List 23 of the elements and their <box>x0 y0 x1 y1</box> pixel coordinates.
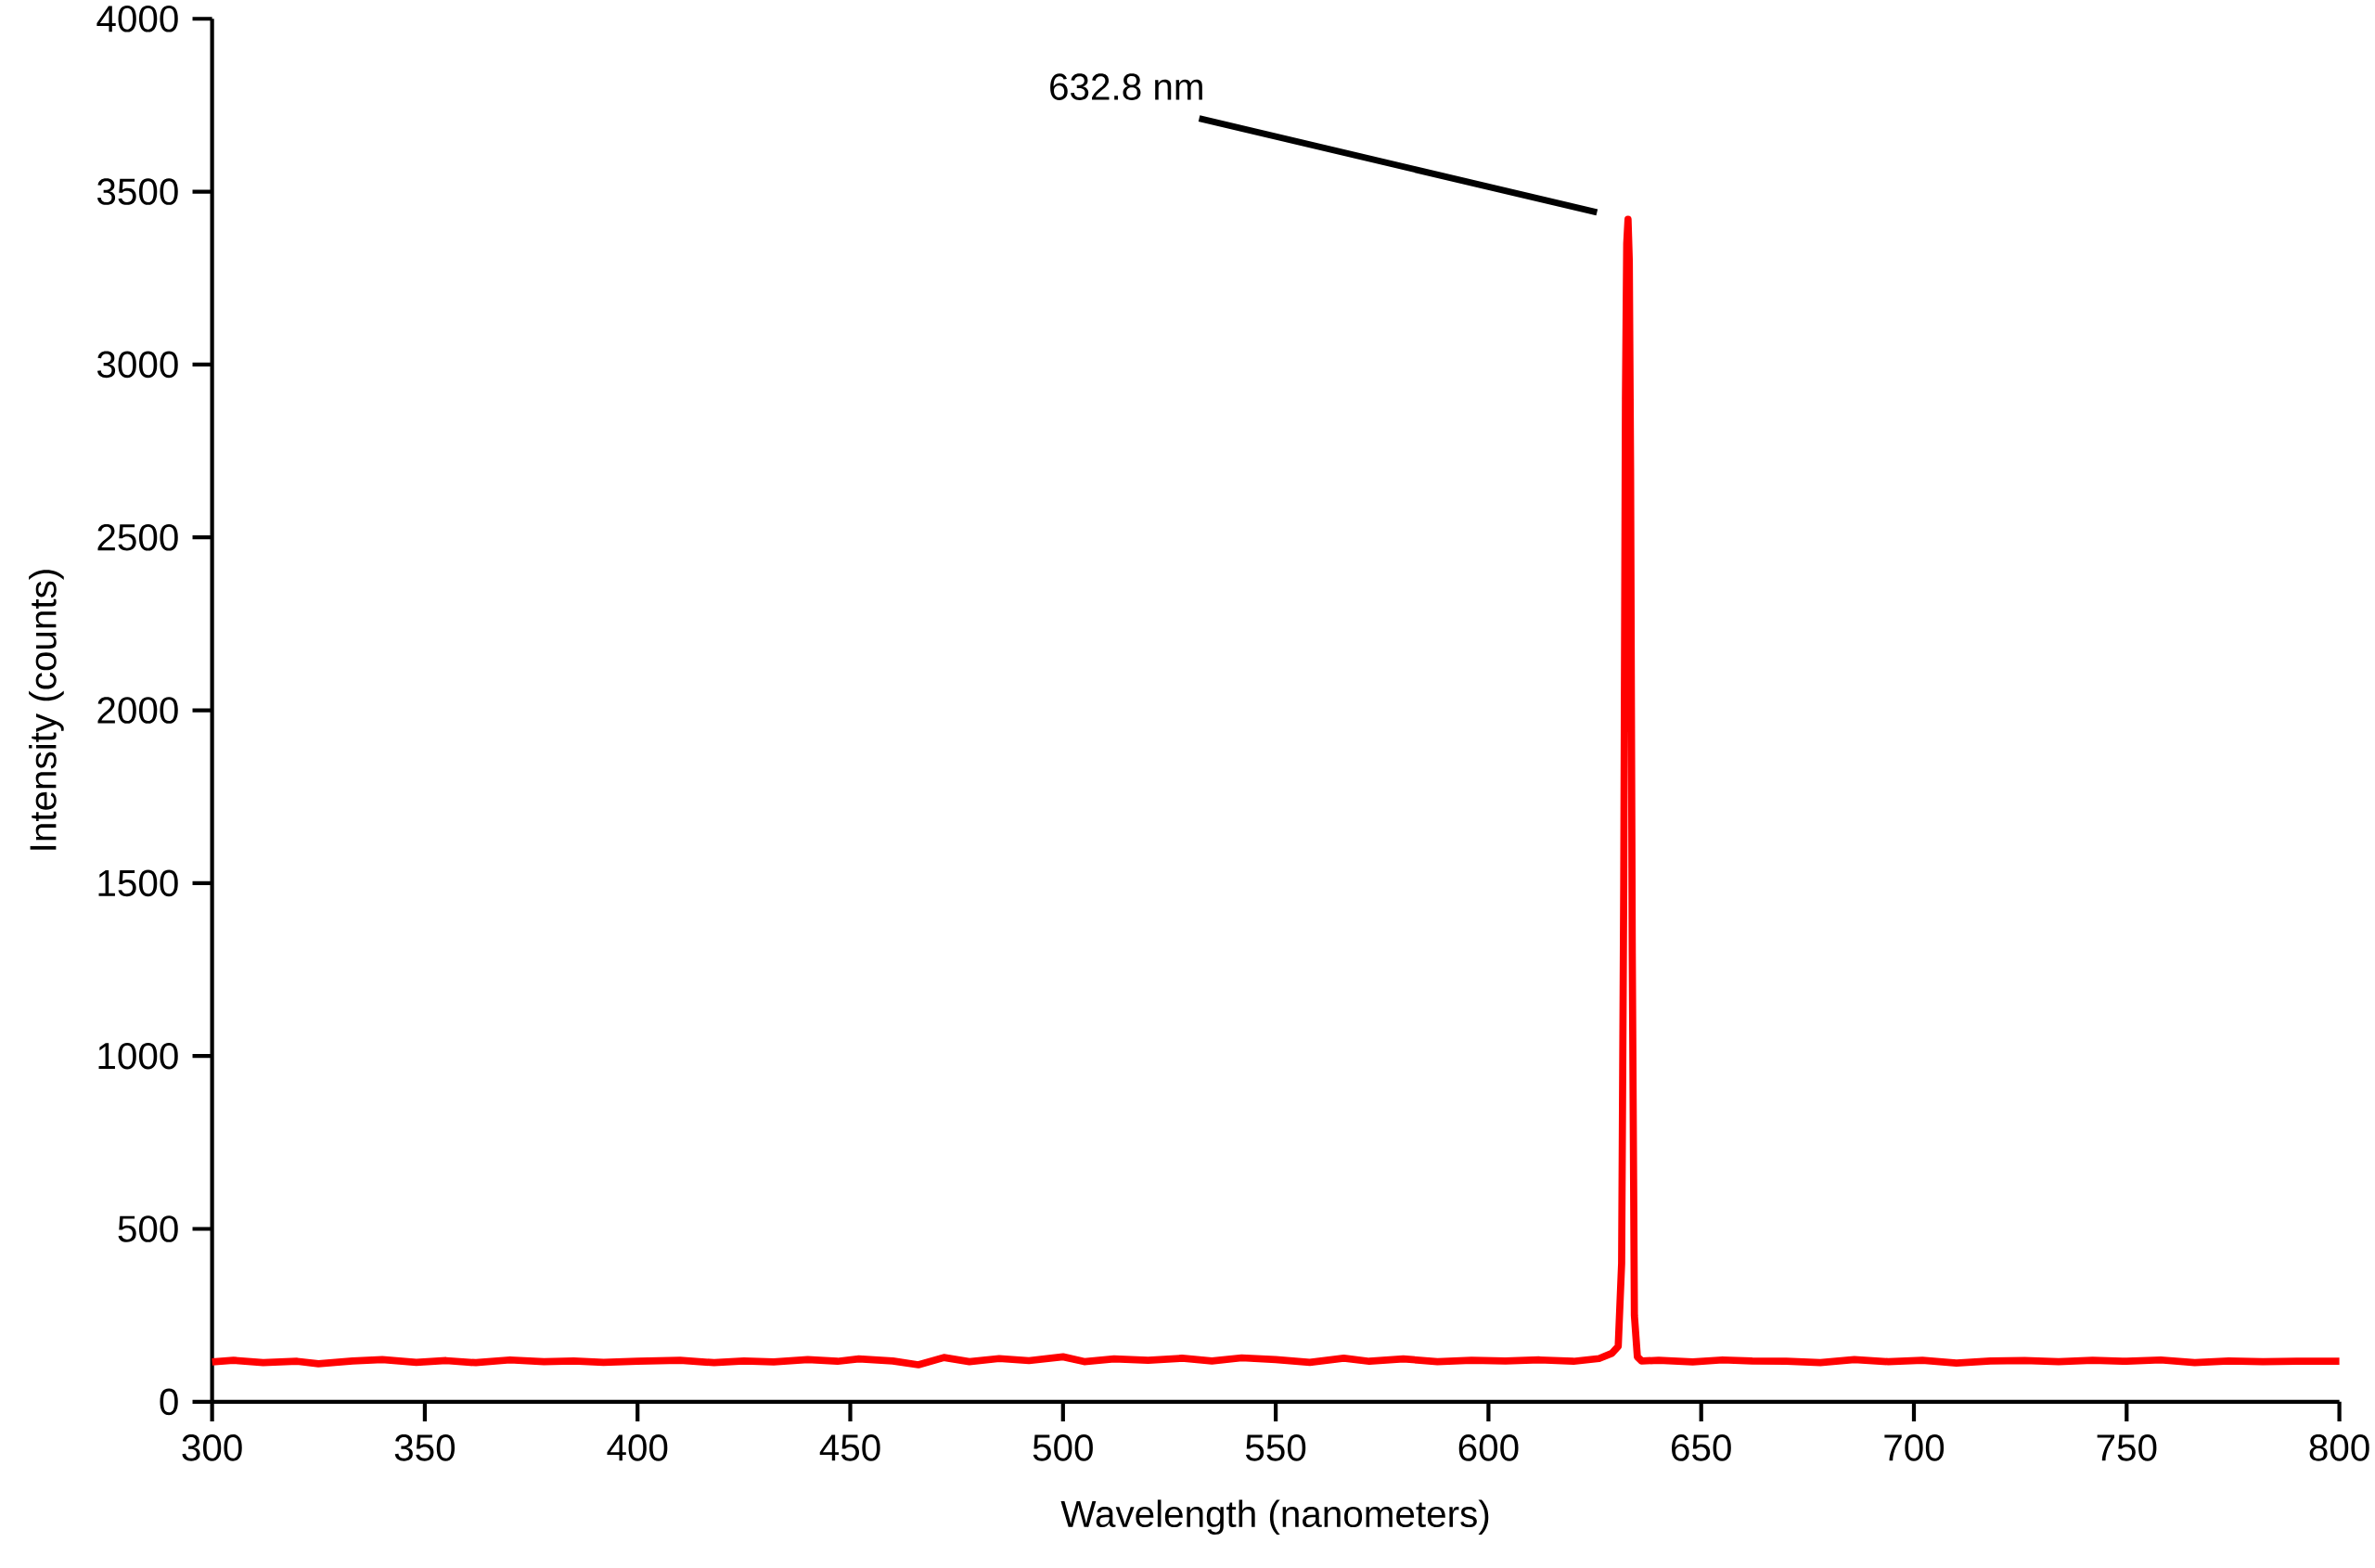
x-tick-label: 300 <box>182 1434 242 1461</box>
y-tick-label: 500 <box>118 1215 178 1242</box>
y-tick-label: 1000 <box>98 1042 178 1070</box>
y-tick-label: 3500 <box>96 178 178 205</box>
x-tick-label: 400 <box>607 1434 668 1461</box>
y-tick-label: 4000 <box>96 5 178 32</box>
x-tick-label: 800 <box>2309 1434 2369 1461</box>
y-axis-title: Intensity (counts) <box>29 570 64 850</box>
x-tick-label: 550 <box>1245 1434 1306 1461</box>
x-tick-label: 350 <box>394 1434 456 1461</box>
y-tick-label: 3000 <box>96 351 178 379</box>
x-tick-label: 750 <box>2097 1434 2157 1461</box>
x-tick-label: 600 <box>1458 1434 1519 1461</box>
x-tick-label: 650 <box>1672 1434 1731 1461</box>
y-tick-label: 2000 <box>97 697 178 724</box>
y-tick-label: 0 <box>160 1388 178 1416</box>
x-tick-label: 500 <box>1033 1434 1093 1461</box>
y-tick-label: 1500 <box>98 869 178 897</box>
annotation: 632.8 nm <box>1050 73 1202 100</box>
x-tick-label: 700 <box>1884 1434 1945 1461</box>
y-tick-label: 2500 <box>97 523 178 551</box>
x-axis-title: Wavelength (nanometers) <box>1060 1499 1489 1536</box>
x-tick-label: 450 <box>819 1434 880 1461</box>
